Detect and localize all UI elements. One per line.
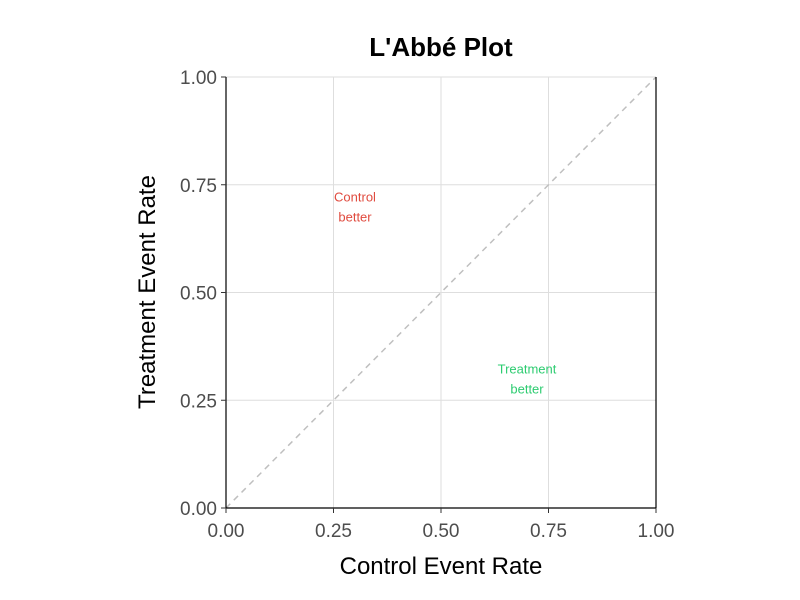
annotation-0-line-0: Control — [334, 189, 376, 204]
x-tick-label-0: 0.00 — [208, 521, 245, 542]
y-tick-label-2: 0.50 — [180, 284, 217, 305]
x-axis-title: Control Event Rate — [340, 553, 543, 580]
y-tick-label-0: 0.00 — [180, 499, 217, 520]
identity-reference-line — [225, 76, 657, 509]
annotation-1-line-0: Treatment — [498, 362, 557, 377]
x-tick-label-2: 0.50 — [423, 521, 460, 542]
reference-line-group — [225, 76, 657, 509]
chart-title: L'Abbé Plot — [369, 32, 513, 62]
y-tick-label-4: 1.00 — [180, 68, 217, 89]
annotations: Control better Treatment better — [334, 189, 557, 396]
y-tick-label-3: 0.75 — [180, 176, 217, 197]
x-tick-label-4: 1.00 — [638, 521, 675, 542]
axes — [221, 76, 657, 513]
tick-labels: 0.00 0.25 0.50 0.75 1.00 0.00 0.25 0.50 0.75 1.00 — [180, 68, 674, 542]
y-tick-label-1: 0.25 — [180, 391, 217, 412]
x-tick-label-3: 0.75 — [530, 521, 567, 542]
annotation-1-line-1: better — [510, 382, 544, 397]
x-tick-label-1: 0.25 — [315, 521, 352, 542]
y-axis-title: Treatment Event Rate — [134, 175, 161, 409]
annotation-0-line-1: better — [338, 209, 372, 224]
